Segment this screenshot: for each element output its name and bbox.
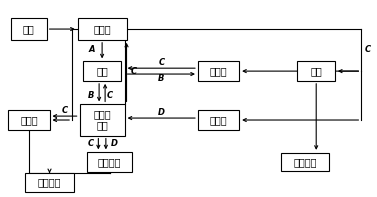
FancyBboxPatch shape xyxy=(280,153,329,171)
FancyBboxPatch shape xyxy=(80,104,125,136)
Text: 皮肤: 皮肤 xyxy=(310,66,322,76)
Text: C: C xyxy=(61,106,67,115)
Text: 下丘脑: 下丘脑 xyxy=(93,24,111,34)
Text: C: C xyxy=(107,91,113,100)
Text: C: C xyxy=(88,139,94,149)
FancyBboxPatch shape xyxy=(198,110,239,130)
Text: D: D xyxy=(158,109,165,117)
FancyBboxPatch shape xyxy=(87,152,132,172)
Text: 骨骼肌: 骨骼肌 xyxy=(20,115,38,125)
Text: 甲状腺: 甲状腺 xyxy=(210,66,227,76)
FancyBboxPatch shape xyxy=(83,61,121,81)
FancyBboxPatch shape xyxy=(297,61,335,81)
FancyBboxPatch shape xyxy=(198,61,239,81)
Text: C: C xyxy=(158,58,164,67)
Text: D: D xyxy=(110,139,117,149)
FancyBboxPatch shape xyxy=(8,110,49,130)
Text: C: C xyxy=(364,45,371,54)
Text: B: B xyxy=(87,91,94,100)
Text: 增加产热: 增加产热 xyxy=(38,178,61,188)
Text: 肾上腺: 肾上腺 xyxy=(210,115,227,125)
Text: 内环境
循环: 内环境 循环 xyxy=(93,110,111,130)
Text: 有关组织: 有关组织 xyxy=(98,157,121,167)
Text: 减少产热: 减少产热 xyxy=(293,157,317,167)
FancyBboxPatch shape xyxy=(25,173,74,192)
FancyBboxPatch shape xyxy=(11,18,47,40)
Text: 寒冷: 寒冷 xyxy=(23,24,35,34)
Text: A: A xyxy=(89,46,95,55)
Text: 垂体: 垂体 xyxy=(96,66,108,76)
Text: C: C xyxy=(130,67,136,76)
Text: B: B xyxy=(158,74,164,84)
FancyBboxPatch shape xyxy=(78,18,127,40)
